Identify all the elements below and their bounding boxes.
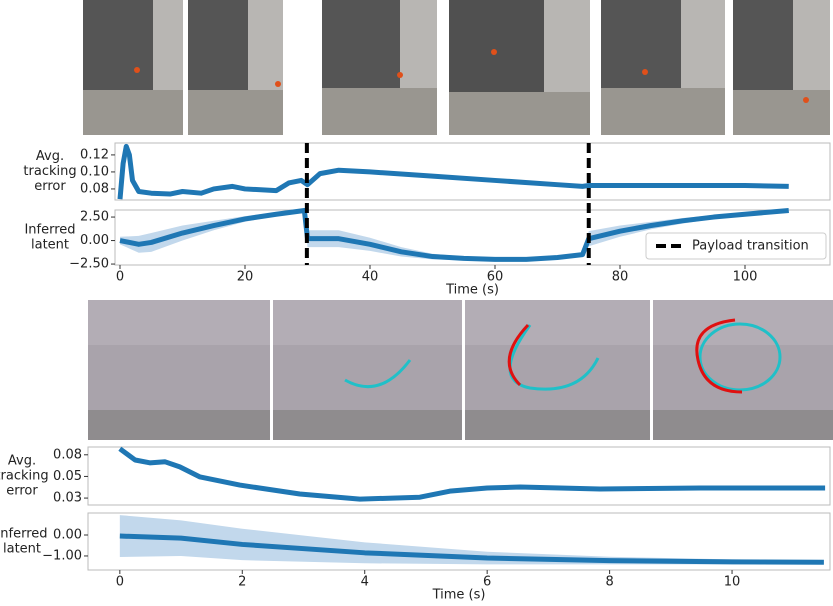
x-tick-label: 8 — [605, 575, 613, 590]
y-tick-label: 0.00 — [80, 233, 109, 248]
line — [118, 446, 826, 502]
y-tick-label: −2.50 — [69, 257, 109, 272]
y-tick-label: 0.08 — [80, 181, 109, 196]
y-axis-label: tracking — [0, 469, 49, 484]
y-tick-label: 0.00 — [53, 528, 82, 543]
y-axis-label: error — [34, 179, 66, 194]
legend-box — [645, 232, 827, 260]
y-axis-label: Inferred — [0, 527, 48, 542]
y-tick-label: 0.03 — [53, 491, 82, 506]
y-tick-label: 0.05 — [53, 469, 82, 484]
photo-top — [83, 0, 830, 135]
x-axis-label: Time (s) — [432, 588, 486, 603]
y-axis-label: latent — [3, 542, 41, 557]
x-tick-label: 2 — [238, 575, 246, 590]
line — [117, 143, 789, 200]
legend-label: Payload transition — [692, 239, 809, 254]
plot-frame — [114, 142, 831, 201]
x-tick-label: 40 — [362, 270, 379, 285]
photos — [83, 0, 833, 440]
y-tick-label: 0.08 — [53, 447, 82, 462]
x-tick-label: 100 — [733, 270, 758, 285]
y-tick-label: 0.10 — [80, 164, 109, 179]
y-axis-label: Avg. — [36, 149, 64, 164]
photo-bottom — [88, 300, 833, 440]
band — [119, 515, 824, 565]
line — [119, 533, 824, 565]
x-tick-label: 10 — [724, 575, 741, 590]
x-tick-label: 0 — [116, 270, 124, 285]
y-axis-label: error — [6, 484, 38, 499]
x-axis-label: Time (s) — [445, 283, 499, 298]
y-axis-label: tracking — [23, 164, 76, 179]
y-axis-label: Avg. — [8, 454, 36, 469]
x-tick-label: 6 — [483, 575, 491, 590]
plot-frame — [114, 209, 831, 266]
x-tick-label: 4 — [361, 575, 369, 590]
y-tick-label: 2.50 — [80, 210, 109, 225]
plot-frame — [87, 512, 831, 571]
x-tick-label: 20 — [237, 270, 254, 285]
x-tick-label: 80 — [612, 270, 629, 285]
x-tick-label: 60 — [487, 270, 504, 285]
y-tick-label: 0.12 — [80, 147, 109, 162]
x-tick-label: 0 — [116, 575, 124, 590]
y-axis-label: Inferred — [24, 223, 75, 238]
line — [119, 207, 789, 262]
y-tick-label: −1.00 — [42, 548, 82, 563]
y-axis-label: latent — [31, 238, 69, 253]
